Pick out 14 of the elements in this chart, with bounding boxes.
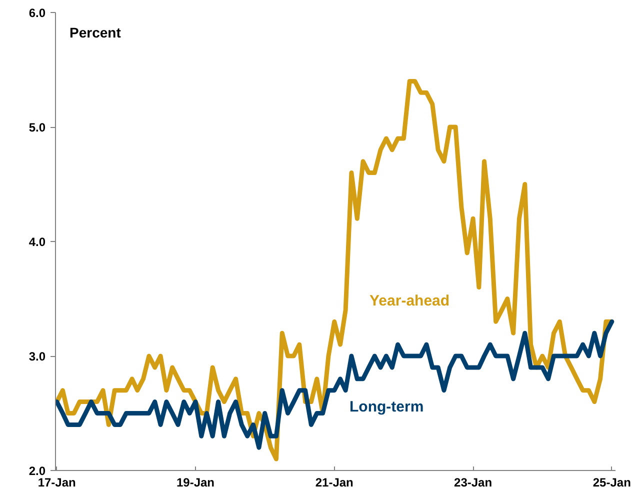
x-tick-label: 17-Jan (38, 476, 76, 490)
series-label: Long-term (350, 398, 424, 416)
y-tick-label: 4.0 (28, 235, 46, 249)
y-tick-label: 5.0 (28, 120, 46, 134)
line-series (56, 319, 614, 450)
series-label: Year-ahead (370, 292, 450, 310)
x-tick-label: 23-Jan (454, 476, 492, 490)
y-tick-label: 6.0 (28, 6, 46, 20)
x-tick-label: 21-Jan (315, 476, 354, 490)
x-tick-label: 25-Jan (592, 476, 631, 490)
x-tick-label: 19-Jan (176, 476, 215, 490)
y-tick-label: 2.0 (28, 464, 46, 478)
y-tick-label: 3.0 (28, 350, 46, 364)
y-axis-title: Percent (70, 24, 122, 40)
